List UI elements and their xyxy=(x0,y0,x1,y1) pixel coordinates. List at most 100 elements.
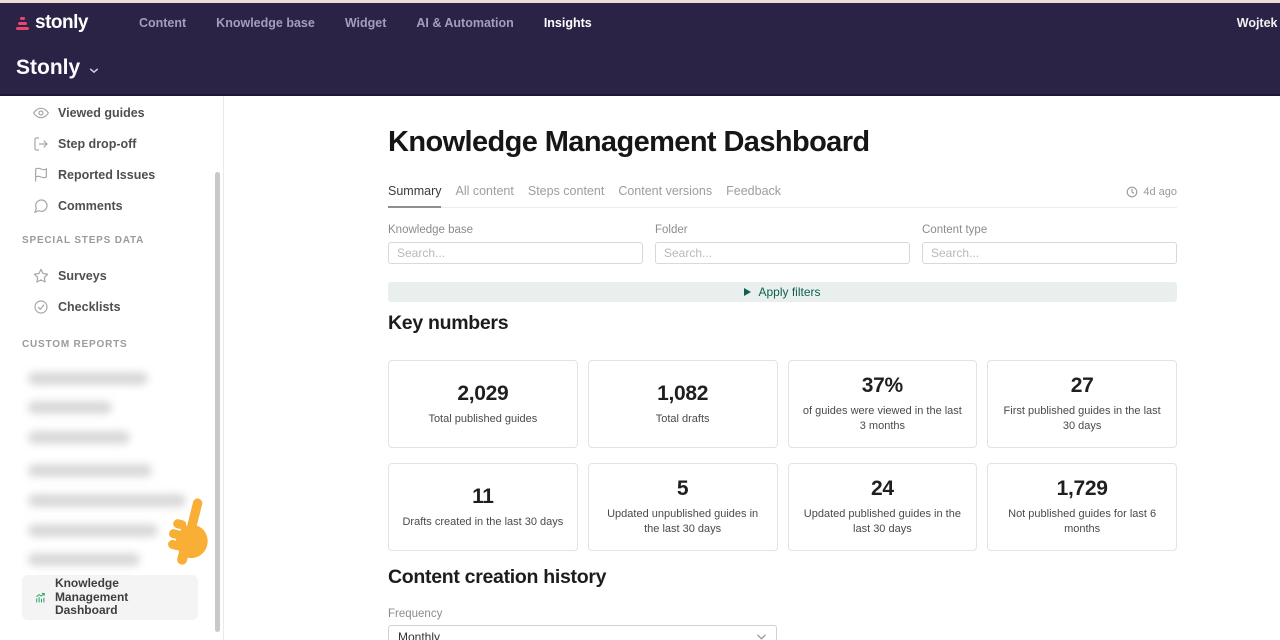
stat-value: 37% xyxy=(861,374,903,398)
check-circle-icon xyxy=(34,300,48,314)
nav-item-knowledge-base[interactable]: Knowledge base xyxy=(216,15,315,30)
sidebar-item-knowledge-management-dashboard[interactable]: Knowledge Management Dashboard xyxy=(22,575,198,620)
apply-filters-label: Apply filters xyxy=(758,285,821,299)
dashboard-main: Knowledge Management Dashboard Summary A… xyxy=(224,96,1280,640)
stat-value: 5 xyxy=(676,477,689,501)
stat-value: 1,729 xyxy=(1056,477,1108,501)
chevron-down-icon[interactable] xyxy=(89,67,99,74)
blurred-report-item[interactable] xyxy=(28,524,158,537)
flag-icon xyxy=(35,167,47,182)
analytics-chart-icon xyxy=(36,592,45,603)
sidebar-item-label: Checklists xyxy=(58,300,121,314)
sidebar-item-comments[interactable]: Comments xyxy=(33,195,123,217)
stat-card-total-published-guides: 2,029 Total published guides xyxy=(388,360,578,448)
blurred-report-item[interactable] xyxy=(28,431,130,444)
page-title: Knowledge Management Dashboard xyxy=(388,126,870,158)
nav-item-ai-automation[interactable]: AI & Automation xyxy=(416,15,514,30)
blurred-report-item[interactable] xyxy=(28,401,112,414)
stonly-logo-icon xyxy=(16,16,29,30)
star-icon xyxy=(33,268,49,283)
key-numbers-heading: Key numbers xyxy=(388,312,509,334)
blurred-report-item[interactable] xyxy=(28,464,152,477)
filter-bar: Knowledge base Folder Content type xyxy=(388,224,1177,264)
active-report-label: Knowledge Management Dashboard xyxy=(54,576,129,618)
step-exit-icon xyxy=(34,137,48,151)
tab-all-content[interactable]: All content xyxy=(455,184,514,198)
tab-feedback[interactable]: Feedback xyxy=(726,184,782,198)
filter-label: Content type xyxy=(922,224,988,236)
key-numbers-cards: 2,029 Total published guides 1,082 Total… xyxy=(388,360,1177,551)
stat-caption: of guides were viewed in the last 3 mont… xyxy=(802,405,962,432)
stat-caption: Drafts created in the last 30 days xyxy=(402,515,564,528)
knowledge-base-search-input[interactable] xyxy=(388,242,643,264)
ukraine-flag-icon xyxy=(94,13,105,21)
comment-icon xyxy=(34,199,48,213)
play-triangle-icon xyxy=(744,288,752,296)
stat-card-not-published: 1,729 Not published guides for last 6 mo… xyxy=(987,463,1177,551)
filter-content-type: Content type xyxy=(922,224,1177,264)
top-accent-strip xyxy=(0,0,1280,3)
frequency-value: Monthly xyxy=(398,630,441,640)
nav-item-content[interactable]: Content xyxy=(138,15,187,30)
stat-caption: Total published guides xyxy=(428,412,538,425)
stat-card-updated-unpublished: 5 Updated unpublished guides in the last… xyxy=(587,463,778,551)
sidebar-item-surveys[interactable]: Surveys xyxy=(33,265,107,287)
sidebar-item-viewed-guides[interactable]: Viewed guides xyxy=(33,102,145,124)
stat-caption: Updated unpublished guides in the last 3… xyxy=(607,508,759,535)
sidebar-section-special-steps-data: SPECIAL STEPS DATA xyxy=(22,235,145,246)
content-history-heading: Content creation history xyxy=(388,566,607,588)
filter-label: Knowledge base xyxy=(388,224,474,236)
main-nav: Content Knowledge base Widget AI & Autom… xyxy=(139,16,592,30)
stat-card-updated-published: 24 Updated published guides in the last … xyxy=(787,463,978,551)
sidebar-item-checklists[interactable]: Checklists xyxy=(33,296,121,318)
sidebar-item-label: Step drop-off xyxy=(58,137,137,151)
workspace-name[interactable]: Stonly xyxy=(16,56,81,79)
stat-caption: Not published guides for last 6 months xyxy=(1008,508,1157,535)
filter-label: Folder xyxy=(655,224,688,236)
filter-folder: Folder xyxy=(655,224,910,264)
eye-icon xyxy=(33,107,49,119)
clock-icon xyxy=(1126,186,1138,198)
filter-knowledge-base: Knowledge base xyxy=(388,224,643,264)
stat-value: 11 xyxy=(472,484,494,508)
last-updated-text: 4d ago xyxy=(1143,186,1177,198)
apply-filters-button[interactable]: Apply filters xyxy=(388,282,1177,302)
chevron-down-icon xyxy=(757,634,766,640)
stat-caption: First published guides in the last 30 da… xyxy=(1003,405,1161,432)
stat-value: 27 xyxy=(1070,374,1094,398)
sidebar-scrollbar[interactable] xyxy=(215,172,220,632)
tab-steps-content[interactable]: Steps content xyxy=(527,184,605,198)
blurred-report-item[interactable] xyxy=(28,553,140,566)
stat-card-viewed-percent: 37% of guides were viewed in the last 3 … xyxy=(787,360,978,448)
stat-caption: Updated published guides in the last 30 … xyxy=(803,508,961,535)
stonly-logo[interactable]: stonly xyxy=(16,12,105,34)
insights-sidebar: Viewed guides Step drop-off Reported Iss… xyxy=(0,96,224,640)
sidebar-item-label: Surveys xyxy=(58,269,107,283)
frequency-label: Frequency xyxy=(388,608,443,620)
sidebar-item-label: Comments xyxy=(58,199,123,213)
frequency-select[interactable]: Monthly xyxy=(388,625,777,640)
stat-value: 1,082 xyxy=(657,381,709,405)
stat-card-first-published: 27 First published guides in the last 30… xyxy=(987,360,1177,448)
sidebar-section-custom-reports: CUSTOM REPORTS xyxy=(22,339,128,350)
sidebar-item-reported-issues[interactable]: Reported Issues xyxy=(33,164,155,186)
sidebar-item-label: Viewed guides xyxy=(58,106,145,120)
stat-value: 2,029 xyxy=(457,381,509,405)
stat-caption: Total drafts xyxy=(655,412,710,425)
workspace-bar: Stonly xyxy=(0,42,1280,96)
nav-item-widget[interactable]: Widget xyxy=(344,15,387,30)
stat-value: 24 xyxy=(870,477,894,501)
sidebar-item-step-drop-off[interactable]: Step drop-off xyxy=(33,133,136,155)
nav-item-insights[interactable]: Insights xyxy=(543,15,592,30)
sidebar-item-label: Reported Issues xyxy=(58,168,156,182)
folder-search-input[interactable] xyxy=(655,242,910,264)
content-type-search-input[interactable] xyxy=(922,242,1177,264)
blurred-report-item[interactable] xyxy=(28,494,186,507)
user-menu[interactable]: Wojtek B xyxy=(1236,15,1280,30)
blurred-report-item[interactable] xyxy=(28,372,148,385)
tab-summary[interactable]: Summary xyxy=(388,184,442,208)
tab-content-versions[interactable]: Content versions xyxy=(618,184,713,198)
stonly-logo-text: stonly xyxy=(35,11,88,33)
stat-card-total-drafts: 1,082 Total drafts xyxy=(587,360,778,448)
stat-card-drafts-created: 11 Drafts created in the last 30 days xyxy=(388,463,578,551)
